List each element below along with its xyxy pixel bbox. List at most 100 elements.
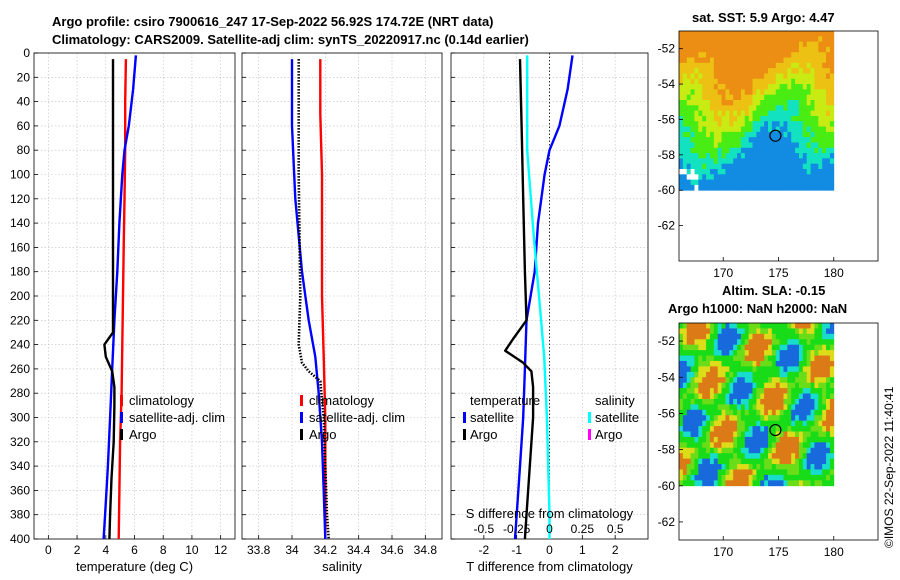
map-cell [779, 404, 784, 411]
map-cell [752, 333, 757, 340]
map-cell [829, 420, 835, 427]
map-cell [822, 31, 827, 37]
map-cell [686, 169, 692, 175]
map-cell [760, 105, 765, 112]
map-cell [810, 131, 815, 138]
map-cell [733, 431, 738, 438]
map-cell [806, 323, 811, 329]
map-cell [721, 382, 726, 389]
map-cell [802, 110, 808, 117]
map-cell [810, 480, 815, 487]
map-cell [822, 333, 827, 340]
map-cell [737, 447, 742, 454]
map-cell [795, 377, 800, 384]
map-cell [814, 137, 819, 143]
map-cell [740, 344, 746, 351]
map-cell [721, 142, 726, 149]
map-cell [783, 68, 788, 74]
map-cell [764, 94, 769, 101]
map-cell [740, 68, 746, 74]
map-cell [814, 323, 819, 329]
map-cell [795, 84, 800, 90]
map-cell [679, 57, 684, 64]
map-cell [694, 328, 699, 335]
map-cell [725, 458, 730, 465]
map-cell [822, 409, 827, 416]
map-cell [733, 184, 738, 191]
map-cell [764, 131, 769, 138]
map-cell [698, 339, 703, 346]
map-cell [709, 404, 715, 411]
map-cell [682, 163, 688, 170]
map-cell [686, 147, 692, 154]
map-cell [791, 57, 796, 64]
map-cell [826, 388, 831, 394]
map-cell [686, 344, 692, 351]
map-cell [740, 84, 746, 90]
map-cell [802, 126, 808, 133]
map-cell [698, 184, 703, 191]
map-cell [756, 94, 761, 101]
map-cell [775, 110, 781, 117]
map-cell [829, 436, 835, 443]
map-cell [760, 46, 765, 53]
map-cell [822, 469, 827, 476]
map-cell [798, 453, 804, 460]
map-cell [775, 447, 781, 454]
map-cell [698, 31, 703, 37]
map-cell [764, 115, 769, 122]
map-cell [694, 415, 699, 422]
map-cell [717, 179, 722, 186]
map-cell [690, 163, 695, 170]
map-cell [706, 371, 711, 378]
map-cell [709, 174, 715, 181]
map-cell [829, 360, 835, 367]
map-cell [798, 426, 804, 432]
map-cell [717, 366, 722, 373]
map-cell [729, 137, 734, 143]
map-cell [709, 94, 715, 101]
map-cell [760, 147, 765, 154]
map-cell [698, 179, 703, 186]
map-cell [686, 115, 692, 122]
map-cell [737, 36, 742, 43]
map-cell [752, 382, 757, 389]
map-cell [829, 137, 835, 143]
map-cell [729, 78, 734, 85]
map-cell [818, 158, 823, 165]
map-cell [771, 436, 777, 443]
map-cell [818, 147, 823, 154]
map-cell [686, 184, 692, 191]
map-cell [798, 174, 804, 181]
map-cell [795, 447, 800, 454]
map-cell [818, 442, 823, 449]
map-cell [791, 388, 796, 394]
map-cell [826, 371, 831, 378]
map-cell [717, 436, 722, 443]
map-cell [729, 344, 734, 351]
map-cell [810, 84, 815, 90]
map-cell [737, 404, 742, 411]
map-cell [787, 388, 792, 394]
map-cell [713, 179, 719, 186]
map-cell [818, 333, 823, 340]
map-cell [756, 41, 761, 48]
map-cell [725, 110, 730, 117]
map-cell [818, 458, 823, 465]
map-cell [733, 323, 738, 329]
map-cell [826, 464, 831, 470]
map-cell [729, 62, 734, 69]
map-cell [725, 94, 730, 101]
map-cell [679, 398, 684, 405]
map-cell [729, 474, 734, 481]
map-cell [756, 46, 761, 53]
map-cell [702, 453, 707, 460]
map-cell [698, 153, 703, 159]
map-cell [760, 323, 765, 329]
map-cell [702, 328, 707, 335]
map-cell [698, 100, 703, 106]
map-cell [713, 41, 719, 48]
map-cell [814, 89, 819, 96]
map-cell [822, 388, 827, 394]
map-cell [822, 94, 827, 101]
